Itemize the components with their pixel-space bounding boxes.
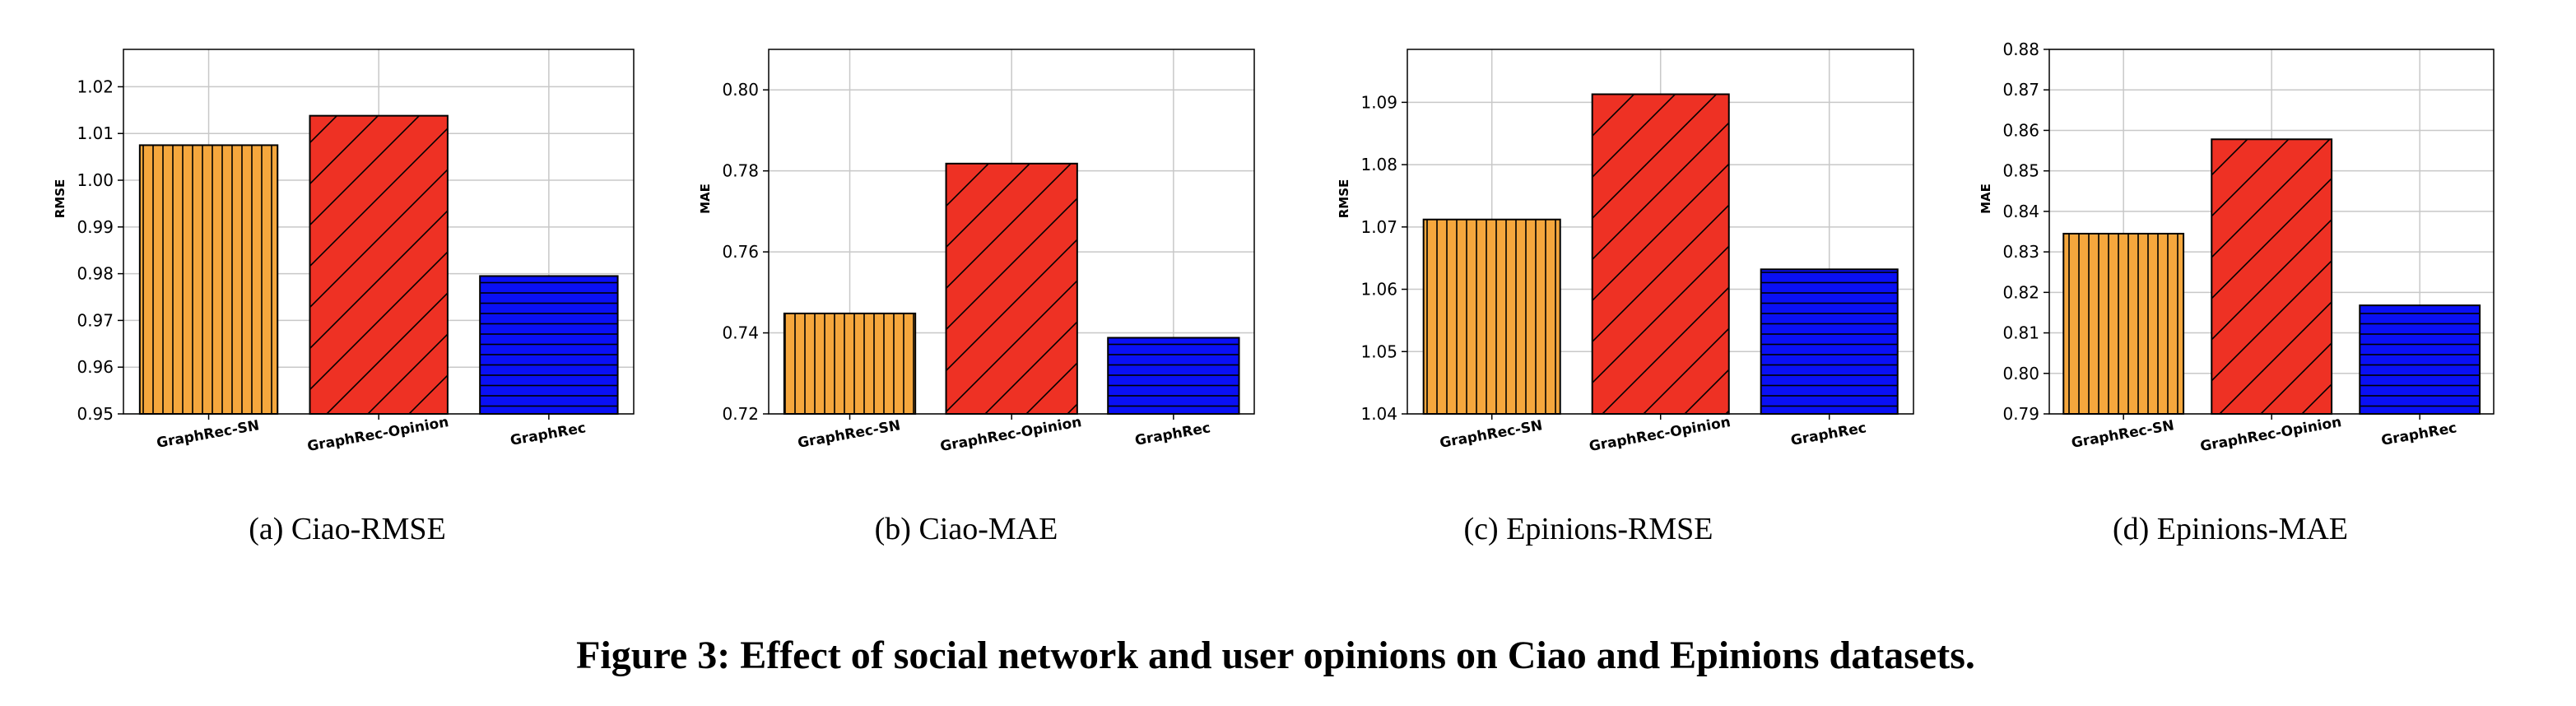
bar-hatch <box>309 115 448 414</box>
y-tick-label: 0.82 <box>2002 282 2039 302</box>
y-axis-label: MAE <box>1978 183 1993 214</box>
y-tick-label: 0.86 <box>2002 120 2039 140</box>
x-tick-label: GraphRec-Opinion <box>1588 414 1732 455</box>
y-tick-label: 0.97 <box>77 310 114 330</box>
chart-panel-2: 0.72 0.74 0.76 0.78 0.80 GraphRec-SN GraphRec-… <box>698 49 1255 546</box>
y-tick-label: 0.81 <box>2002 323 2039 343</box>
x-tick-label: GraphRec-SN <box>797 417 902 452</box>
bar-hatch <box>946 163 1077 414</box>
bar-hatch <box>1423 219 1560 414</box>
y-tick-label: 1.04 <box>1360 404 1397 424</box>
y-tick-label: 0.80 <box>722 80 759 100</box>
y-tick-label: 1.05 <box>1360 341 1397 361</box>
y-tick-label: 0.95 <box>77 404 114 424</box>
x-tick-label: GraphRec-SN <box>1439 417 1544 452</box>
x-tick-label: GraphRec <box>1134 420 1212 449</box>
bar-hatch <box>2360 305 2481 414</box>
y-tick-label: 1.07 <box>1360 217 1397 237</box>
x-tick-label: GraphRec-SN <box>156 417 261 452</box>
y-tick-label: 0.87 <box>2002 80 2039 100</box>
y-tick-label: 0.78 <box>722 161 759 181</box>
y-tick-label: 0.88 <box>2002 39 2039 59</box>
y-tick-label: 1.09 <box>1360 92 1397 112</box>
y-tick-label: 0.84 <box>2002 202 2039 221</box>
x-tick-label: GraphRec-Opinion <box>2199 414 2343 455</box>
y-tick-label: 1.00 <box>77 170 114 190</box>
y-tick-label: 1.02 <box>77 77 114 96</box>
y-axis-label: RMSE <box>53 179 67 219</box>
subfigure-caption: (b) Ciao-MAE <box>875 512 1058 546</box>
y-tick-label: 0.96 <box>77 357 114 377</box>
x-tick-label: GraphRec <box>2380 420 2458 449</box>
bar-hatch <box>1592 94 1729 415</box>
x-tick-label: GraphRec-SN <box>2070 417 2175 452</box>
y-tick-label: 0.80 <box>2002 364 2039 383</box>
y-tick-label: 0.79 <box>2002 404 2039 424</box>
x-tick-label: GraphRec <box>1789 420 1867 449</box>
subfigure-caption: (a) Ciao-RMSE <box>249 512 446 546</box>
bar-hatch <box>1760 269 1898 414</box>
y-tick-label: 1.06 <box>1360 280 1397 300</box>
subfigure-caption: (c) Epinions-RMSE <box>1464 512 1713 546</box>
x-tick-label: GraphRec-Opinion <box>306 414 450 455</box>
y-tick-label: 0.83 <box>2002 242 2039 262</box>
bar-hatch <box>2063 233 2184 414</box>
y-tick-label: 0.76 <box>722 242 759 262</box>
y-tick-label: 0.99 <box>77 217 114 237</box>
bar-hatch <box>783 313 916 414</box>
chart-panel-3: 1.04 1.05 1.06 1.07 1.08 1.09 GraphRec-SN Graph… <box>1337 49 1914 546</box>
y-axis-label: MAE <box>698 183 713 214</box>
subfigure-caption: (d) Epinions-MAE <box>2113 512 2348 546</box>
y-tick-label: 0.98 <box>77 264 114 284</box>
y-tick-label: 0.74 <box>722 323 759 343</box>
bar-hatch <box>2211 139 2332 415</box>
bar-hatch <box>1108 337 1239 414</box>
y-tick-label: 0.72 <box>722 404 759 424</box>
y-tick-label: 1.01 <box>77 123 114 143</box>
bar-hatch <box>139 145 278 414</box>
chart-panel-1: 0.95 0.96 0.97 0.98 0.99 1.00 1.01 1.02 GraphRec… <box>53 49 635 546</box>
y-axis-label: RMSE <box>1337 179 1351 219</box>
bar-hatch <box>480 276 618 414</box>
x-tick-label: GraphRec <box>509 420 588 449</box>
charts-layer: 0.95 0.96 0.97 0.98 0.99 1.00 1.01 1.02 GraphRec… <box>53 39 2495 546</box>
x-tick-label: GraphRec-Opinion <box>939 414 1083 455</box>
y-tick-label: 0.85 <box>2002 161 2039 181</box>
y-tick-label: 1.08 <box>1360 155 1397 174</box>
figure-caption: Figure 3: Effect of social network and u… <box>576 634 1975 677</box>
chart-panel-4: 0.79 0.80 0.81 0.82 0.83 0.84 0.85 0.86 0.87 0.88… <box>1978 39 2495 546</box>
